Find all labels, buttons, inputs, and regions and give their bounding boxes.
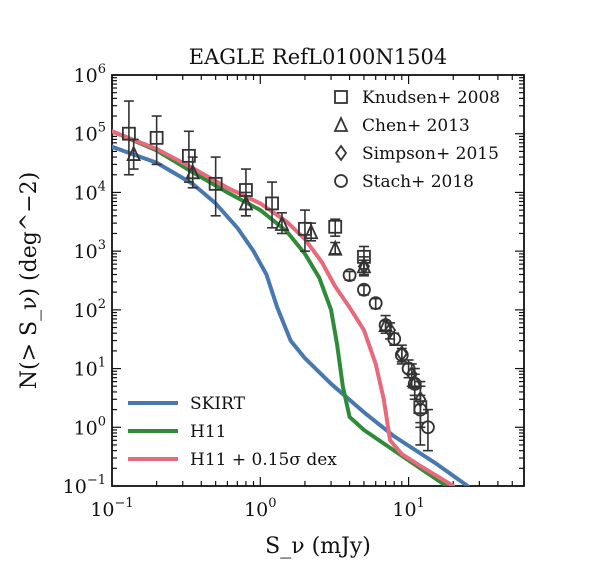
y-tick-label: 104 bbox=[74, 179, 106, 204]
obs-point-3-5 bbox=[394, 348, 409, 362]
ticks bbox=[111, 74, 525, 487]
x-tick-label: 100 bbox=[244, 496, 276, 521]
obs-point-1-2 bbox=[238, 194, 254, 211]
obs-point-3-9 bbox=[421, 420, 435, 435]
chart-title: EAGLE RefL0100N1504 bbox=[189, 45, 447, 69]
y-tick-label: 103 bbox=[74, 238, 106, 263]
y-tick-label: 100 bbox=[74, 414, 106, 439]
y-tick-label: 105 bbox=[74, 121, 106, 146]
y-tick-label: 10−1 bbox=[63, 473, 106, 498]
obs-point-2-0 bbox=[357, 257, 371, 275]
y-tick-label: 101 bbox=[74, 356, 106, 381]
obs-point-0-2 bbox=[181, 148, 196, 163]
legend-label-line-1: H11 bbox=[190, 422, 226, 442]
obs-point-3-2 bbox=[368, 296, 383, 311]
y-tick-label: 102 bbox=[74, 297, 106, 322]
obs-point-2-1 bbox=[383, 321, 397, 339]
legend-marker-2 bbox=[334, 144, 348, 162]
legend-label-line-0: SKIRT bbox=[190, 394, 246, 414]
obs-point-1-4 bbox=[303, 223, 319, 240]
y-axis-label: N(> S_ν) (deg^−2) bbox=[17, 172, 42, 390]
observations bbox=[121, 100, 435, 452]
y-tick-label: 106 bbox=[74, 62, 106, 87]
obs-point-1-5 bbox=[327, 239, 343, 256]
obs-point-3-1 bbox=[357, 282, 371, 297]
obs-point-3-0 bbox=[342, 268, 357, 283]
obs-point-0-1 bbox=[149, 130, 164, 145]
obs-point-1-0 bbox=[126, 144, 142, 161]
legend-label-obs-2: Simpson+ 2015 bbox=[362, 144, 499, 164]
legend-marker-1 bbox=[333, 115, 349, 132]
series-line-0 bbox=[112, 144, 470, 486]
legend-label-obs-3: Stach+ 2018 bbox=[362, 172, 474, 192]
obs-point-3-4 bbox=[387, 332, 402, 346]
x-axis-label: S_ν (mJy) bbox=[265, 534, 371, 559]
obs-point-1-1 bbox=[185, 163, 201, 180]
plot-area: 10−1 100 101 10−1 100 101 102 103 104 105 106 S_ν (… bbox=[17, 62, 525, 559]
legend-label-obs-0: Knudsen+ 2008 bbox=[362, 88, 500, 108]
axes-frame bbox=[111, 74, 525, 487]
obs-point-3-7 bbox=[407, 376, 422, 391]
obs-point-1-3 bbox=[274, 214, 290, 231]
obs-point-0-5 bbox=[265, 196, 279, 211]
x-tick-label: 101 bbox=[392, 496, 424, 521]
x-tick-label: 10−1 bbox=[90, 496, 133, 521]
legend-label-line-2: H11 + 0.15σ dex bbox=[190, 450, 337, 470]
legend-label-obs-1: Chen+ 2013 bbox=[362, 116, 470, 136]
legend-observations: Knudsen+ 2008 Chen+ 2013 Simpson+ 2015 Stac… bbox=[333, 88, 500, 192]
obs-point-0-7 bbox=[328, 219, 343, 234]
obs-point-3-6 bbox=[401, 361, 416, 376]
obs-point-3-3 bbox=[378, 318, 393, 333]
legend-lines: SKIRT H11 H11 + 0.15σ dex bbox=[128, 394, 337, 470]
legend-marker-0 bbox=[334, 90, 348, 104]
obs-point-0-3 bbox=[208, 176, 223, 191]
legend-marker-3 bbox=[334, 174, 348, 188]
